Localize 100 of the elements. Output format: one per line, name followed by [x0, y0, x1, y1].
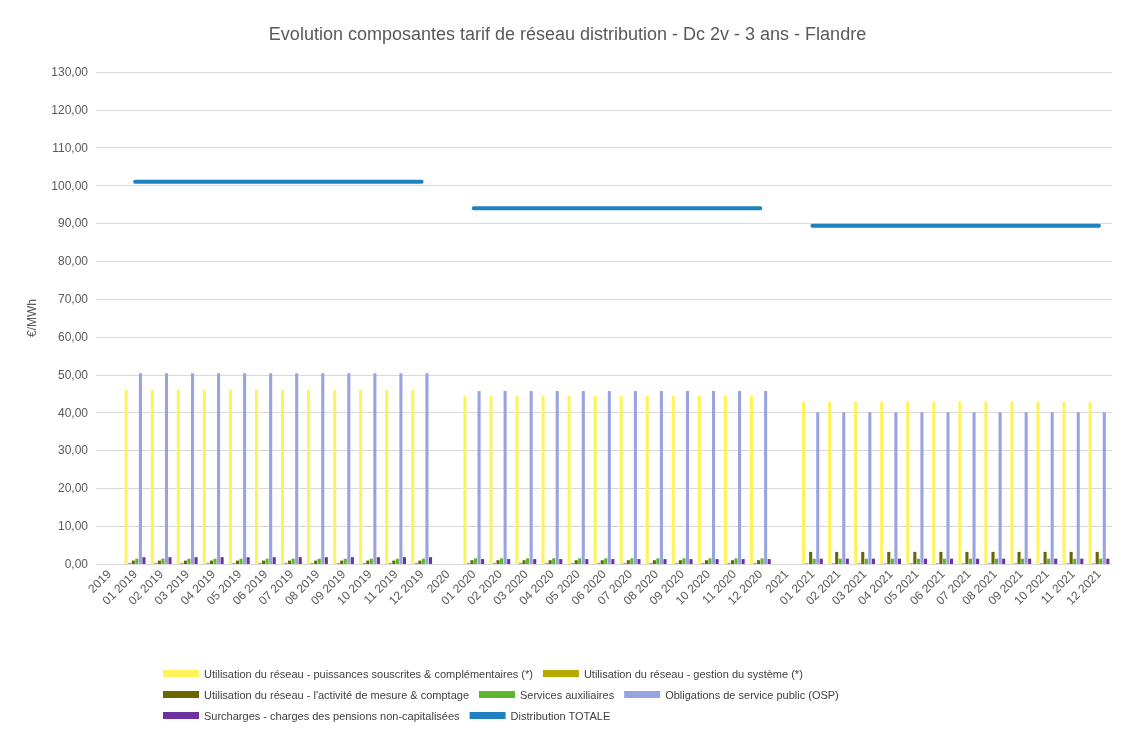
bar — [1043, 551, 1047, 564]
bar — [473, 558, 478, 564]
bar — [923, 558, 928, 564]
bar — [321, 373, 325, 564]
y-tick-label: 90,00 — [57, 216, 89, 231]
bar — [1099, 558, 1103, 564]
bar — [942, 558, 946, 564]
bar — [164, 373, 168, 564]
bar — [202, 389, 206, 564]
legend-label: Utilisation du réseau - l'activité de mesure & comptage — [204, 688, 470, 701]
bar — [1080, 558, 1084, 564]
bar — [637, 559, 641, 564]
bar — [1050, 412, 1054, 564]
bar — [333, 389, 337, 564]
y-axis-title: €/MWh — [25, 298, 39, 338]
bar — [756, 560, 761, 564]
bar — [645, 395, 649, 564]
bar — [854, 401, 858, 564]
bar — [764, 391, 768, 564]
legend-label: Services auxiliaires — [520, 688, 615, 701]
bar — [976, 558, 980, 564]
bar — [1047, 558, 1051, 564]
legend-label: Distribution TOTALE — [510, 709, 611, 722]
bar — [920, 412, 924, 564]
bar — [373, 373, 377, 564]
bar — [916, 558, 920, 564]
bar — [552, 558, 556, 564]
bar — [749, 395, 753, 564]
bar — [463, 395, 467, 564]
bar — [526, 558, 530, 564]
bar — [835, 551, 839, 564]
bar — [958, 401, 962, 564]
bar — [1024, 412, 1028, 564]
bar — [656, 558, 660, 564]
bar — [730, 560, 735, 564]
bar — [585, 559, 589, 564]
bar — [254, 389, 258, 564]
bar — [411, 389, 415, 564]
y-tick-label: 30,00 — [57, 443, 89, 458]
bar — [1073, 558, 1077, 564]
bar — [991, 551, 995, 564]
bar — [671, 395, 675, 564]
y-tick-label: 120,00 — [51, 102, 89, 117]
y-tick-label: 110,00 — [52, 140, 89, 155]
bar — [861, 551, 865, 564]
bar — [135, 558, 139, 564]
bar — [998, 412, 1002, 564]
bar — [176, 389, 180, 564]
bar — [715, 559, 719, 564]
bar — [272, 557, 276, 564]
bar — [738, 391, 742, 564]
bar — [541, 395, 545, 564]
bar — [880, 401, 884, 564]
bar — [845, 558, 849, 564]
bar — [500, 558, 504, 564]
bar — [894, 412, 898, 564]
bar — [503, 391, 507, 564]
bar — [567, 395, 571, 564]
bar — [496, 560, 500, 564]
bar — [555, 391, 559, 564]
bar — [906, 401, 910, 564]
bar — [633, 391, 637, 564]
bar — [1036, 401, 1040, 564]
bar — [124, 389, 128, 564]
bar — [1106, 558, 1110, 564]
bar — [559, 559, 563, 564]
y-tick-label: 60,00 — [57, 329, 89, 344]
bar — [239, 558, 243, 564]
bar — [1021, 558, 1025, 564]
y-tick-label: 0,00 — [64, 557, 89, 571]
bar — [828, 401, 832, 564]
bar — [213, 558, 217, 564]
bar — [425, 373, 429, 564]
bar — [399, 373, 403, 564]
bar — [842, 412, 846, 564]
bar — [138, 373, 142, 564]
bar — [708, 558, 712, 564]
bar — [968, 558, 973, 564]
bar — [269, 373, 273, 564]
bar — [581, 391, 585, 564]
bar — [295, 373, 299, 564]
bar — [298, 557, 302, 564]
bar — [1054, 558, 1058, 564]
bar — [682, 558, 686, 564]
bar — [685, 391, 690, 564]
bar — [280, 389, 285, 564]
bar — [220, 557, 224, 564]
bar — [913, 551, 917, 564]
bar — [611, 559, 615, 564]
bar — [217, 373, 221, 564]
bar — [868, 412, 872, 564]
y-tick-label: 40,00 — [57, 405, 89, 420]
bar — [767, 559, 771, 564]
bar — [663, 559, 667, 564]
bar — [972, 412, 976, 564]
bar — [607, 391, 611, 564]
y-tick-label: 50,00 — [57, 367, 89, 382]
legend-label: Surcharges - charges des pensions non-capitalisées — [204, 709, 461, 722]
bar — [1062, 401, 1066, 564]
bar — [359, 389, 363, 564]
